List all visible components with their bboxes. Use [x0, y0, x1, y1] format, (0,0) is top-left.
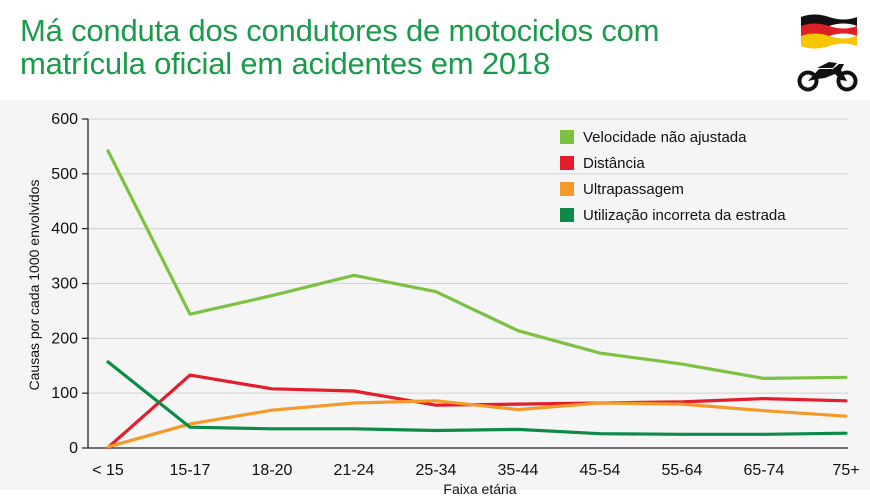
legend-swatch	[560, 130, 574, 144]
legend-item: Utilização incorreta da estrada	[560, 202, 786, 228]
y-tick-label: 0	[69, 440, 78, 457]
y-tick-label: 200	[51, 330, 78, 347]
legend-swatch	[560, 182, 574, 196]
y-tick-label: 600	[51, 111, 78, 128]
legend-item: Ultrapassagem	[560, 176, 786, 202]
y-axis-title: Causas por cada 1000 envolvidos	[26, 179, 42, 391]
x-tick-label: 65-74	[744, 462, 785, 479]
series-line	[106, 373, 848, 450]
y-tick-label: 300	[51, 276, 78, 293]
y-tick-label: 100	[51, 385, 78, 402]
x-tick-label: 55-64	[662, 462, 703, 479]
legend: Velocidade não ajustada Distância Ultrap…	[560, 124, 786, 228]
x-tick-label: 25-34	[416, 462, 457, 479]
legend-label: Velocidade não ajustada	[583, 128, 747, 146]
x-tick-label: 15-17	[170, 462, 211, 479]
motorcycle-icon	[797, 62, 858, 92]
legend-item: Velocidade não ajustada	[560, 124, 786, 150]
legend-swatch	[560, 156, 574, 170]
series-line	[106, 360, 848, 436]
legend-label: Ultrapassagem	[583, 180, 684, 198]
x-tick-label: 18-20	[252, 462, 293, 479]
legend-item: Distância	[560, 150, 786, 176]
x-tick-label: 75+	[832, 462, 859, 479]
series-line	[106, 399, 848, 449]
y-tick-label: 500	[51, 166, 78, 183]
chart-panel	[0, 100, 870, 490]
germany-flag-icon	[801, 14, 857, 49]
legend-label: Distância	[583, 154, 645, 172]
x-axis-title: Faixa etária	[443, 481, 517, 497]
x-tick-label: 45-54	[580, 462, 621, 479]
series-line	[106, 149, 848, 380]
x-tick-label: 35-44	[498, 462, 539, 479]
x-tick-label: < 15	[92, 462, 124, 479]
legend-label: Utilização incorreta da estrada	[583, 206, 786, 224]
legend-swatch	[560, 208, 574, 222]
header-band	[0, 0, 870, 100]
chart-title: Má conduta dos condutores de motociclos …	[20, 13, 660, 81]
x-tick-label: 21-24	[334, 462, 375, 479]
y-tick-label: 400	[51, 221, 78, 238]
